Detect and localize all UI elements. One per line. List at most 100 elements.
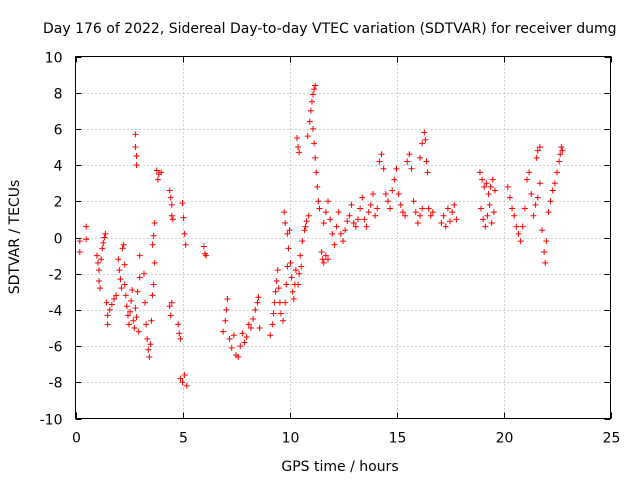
data-point <box>483 180 490 187</box>
data-point <box>275 285 282 292</box>
data-point <box>421 129 428 136</box>
data-point <box>348 201 355 208</box>
data-point <box>438 220 445 227</box>
data-point <box>250 315 257 322</box>
data-point <box>545 209 552 216</box>
data-point <box>200 243 207 250</box>
x-tick-label: 5 <box>179 431 188 447</box>
data-point <box>245 321 252 328</box>
data-point <box>111 296 118 303</box>
data-point <box>511 212 518 219</box>
data-point <box>408 165 415 172</box>
x-tick-label: 10 <box>282 431 300 447</box>
data-point <box>146 353 153 360</box>
data-point <box>177 335 184 342</box>
data-point <box>412 209 419 216</box>
data-point <box>354 216 361 223</box>
data-point <box>151 259 158 266</box>
data-point <box>372 212 379 219</box>
data-point <box>312 154 319 161</box>
data-point <box>391 176 398 183</box>
data-point <box>329 230 336 237</box>
data-point <box>442 223 449 230</box>
data-point <box>414 220 421 227</box>
data-point <box>276 299 283 306</box>
data-point <box>422 136 429 143</box>
data-point <box>272 288 279 295</box>
data-point <box>220 328 227 335</box>
data-point <box>519 223 526 230</box>
data-point <box>120 241 127 248</box>
data-point <box>484 212 491 219</box>
data-point <box>168 212 175 219</box>
y-tick-label: 8 <box>54 87 63 103</box>
data-point <box>359 194 366 201</box>
data-point <box>133 153 140 160</box>
data-point <box>121 261 128 268</box>
data-point <box>287 259 294 266</box>
data-point <box>284 230 291 237</box>
y-tick-label: -2 <box>49 268 63 284</box>
data-point <box>476 169 483 176</box>
data-point <box>342 227 349 234</box>
data-point <box>449 209 456 216</box>
data-point <box>344 218 351 225</box>
data-point <box>132 131 139 138</box>
data-point <box>226 335 233 342</box>
data-point <box>285 245 292 252</box>
data-point <box>230 332 237 339</box>
data-point <box>252 306 259 313</box>
data-point <box>93 252 100 259</box>
data-point <box>289 288 296 295</box>
data-point <box>296 270 303 277</box>
data-point <box>286 227 293 234</box>
data-point <box>547 198 554 205</box>
data-point <box>134 288 141 295</box>
data-point <box>311 86 318 93</box>
plot-frame <box>75 56 611 419</box>
data-point <box>140 270 147 277</box>
data-point <box>480 216 487 223</box>
data-point <box>320 259 327 266</box>
data-point <box>453 216 460 223</box>
data-point <box>478 205 485 212</box>
y-tick-label: 0 <box>54 232 63 248</box>
data-point <box>310 91 317 98</box>
data-point <box>158 169 165 176</box>
data-point <box>340 238 346 245</box>
data-point <box>132 144 139 150</box>
data-point <box>320 220 327 227</box>
data-point <box>124 312 131 319</box>
data-point <box>224 296 231 303</box>
data-point <box>491 187 498 194</box>
data-point <box>504 183 511 190</box>
x-tick-label: 0 <box>72 431 81 447</box>
data-point <box>290 296 297 303</box>
data-point <box>325 256 332 263</box>
data-point <box>228 344 235 351</box>
data-point <box>106 306 113 313</box>
data-point <box>489 176 496 183</box>
data-point <box>297 252 304 259</box>
data-point <box>322 252 329 259</box>
y-tick-label: -8 <box>49 376 63 392</box>
data-point <box>96 267 103 274</box>
data-point <box>557 151 564 158</box>
x-tick-label: 15 <box>389 431 407 447</box>
data-point <box>393 165 400 172</box>
data-point <box>142 299 149 306</box>
data-point <box>175 321 182 328</box>
data-point <box>179 379 186 386</box>
data-point <box>549 187 556 194</box>
data-point <box>417 212 424 219</box>
data-point <box>310 125 317 132</box>
data-point <box>203 252 210 259</box>
data-point <box>129 286 136 293</box>
data-point <box>116 267 123 274</box>
y-tick-label: 2 <box>54 195 63 211</box>
data-point <box>99 245 106 252</box>
data-point <box>308 98 315 105</box>
data-point <box>346 212 353 219</box>
data-point <box>274 267 281 274</box>
